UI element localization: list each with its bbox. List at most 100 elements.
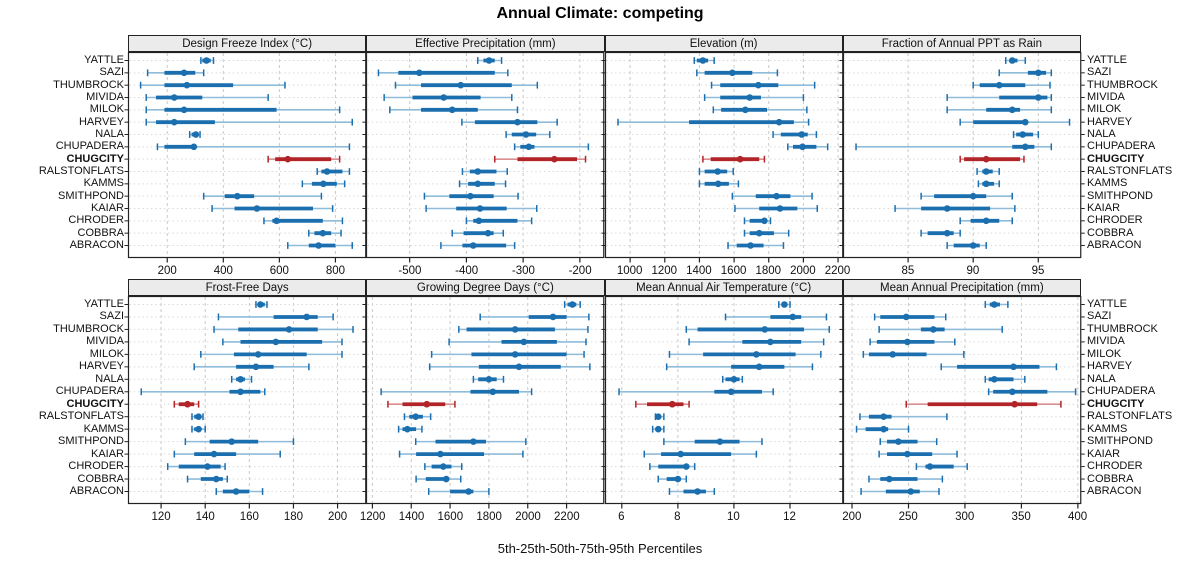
median-dot xyxy=(995,81,1003,89)
x-tick-label: 200 xyxy=(157,265,177,277)
site-label-left: CHUPADERA xyxy=(55,385,124,398)
median-dot xyxy=(982,168,990,175)
median-dot xyxy=(1008,57,1016,64)
site-label-right: THUMBROCK xyxy=(1087,78,1158,91)
median-dot xyxy=(486,57,493,64)
median-dot xyxy=(699,57,706,64)
median-dot xyxy=(716,438,723,445)
median-dot xyxy=(234,192,241,200)
median-dot xyxy=(212,475,220,483)
median-dot xyxy=(1009,363,1017,371)
median-dot xyxy=(569,301,576,308)
median-dot xyxy=(204,463,211,470)
x-tick-label: 120 xyxy=(151,511,171,523)
median-dot xyxy=(903,450,911,458)
site-label-left: HARVEY xyxy=(78,360,124,373)
site-label-right: CHUPADERA xyxy=(1087,385,1156,398)
median-dot xyxy=(549,313,557,321)
site-label-right: THUMBROCK xyxy=(1087,322,1158,335)
median-dot xyxy=(319,229,327,237)
median-dot xyxy=(776,205,783,212)
median-dot xyxy=(476,205,484,212)
x-tick-label: 2000 xyxy=(790,265,816,277)
site-label-right: CHRODER xyxy=(1087,214,1143,227)
site-label-right: KAMMS xyxy=(1087,422,1128,435)
median-dot xyxy=(416,69,423,77)
site-label-right: RALSTONFLATS xyxy=(1087,410,1173,423)
panel-Growing Degree Days (°C) xyxy=(362,295,605,509)
median-dot xyxy=(926,463,933,470)
site-label-left: SAZI xyxy=(99,66,124,79)
panel-Mean Annual Air Temperature (°C) xyxy=(601,295,843,509)
site-label-right: CHUPADERA xyxy=(1087,140,1156,153)
median-dot xyxy=(741,106,749,114)
site-label-left: CHUGCITY xyxy=(66,152,124,165)
median-dot xyxy=(515,363,523,371)
panel-strip-title: Mean Annual Precipitation (mm) xyxy=(880,281,1044,294)
axis-caption: 5th-25th-50th-75th-95th Percentiles xyxy=(497,541,703,556)
median-dot xyxy=(894,438,902,445)
panel-Effective Precipitation (mm) xyxy=(362,51,605,263)
panel-strip-title: Effective Precipitation (mm) xyxy=(415,37,556,50)
median-dot xyxy=(412,413,420,420)
median-dot xyxy=(907,488,914,495)
median-dot xyxy=(484,229,492,237)
site-label-left: MIVIDA xyxy=(86,91,124,103)
site-label-right: NALA xyxy=(1087,128,1116,140)
median-dot xyxy=(323,168,331,175)
site-label-left: NALA xyxy=(95,128,124,140)
site-label-left: COBBRA xyxy=(77,226,124,239)
x-tick-label: 1600 xyxy=(437,511,464,523)
median-dot xyxy=(772,192,780,200)
x-tick-label: 1200 xyxy=(651,265,678,277)
site-label-left: ABRACON xyxy=(69,485,124,497)
site-label-left: YATTLE xyxy=(84,54,124,66)
site-label-right: SAZI xyxy=(1087,310,1112,323)
x-tick-label: 2000 xyxy=(515,511,541,523)
x-tick-label: 250 xyxy=(898,511,918,523)
median-dot xyxy=(1034,69,1042,77)
site-label-right: ABRACON xyxy=(1087,239,1142,251)
median-dot xyxy=(465,488,473,495)
median-dot xyxy=(1008,388,1016,396)
median-dot xyxy=(969,192,977,200)
x-tick-label: 400 xyxy=(1068,511,1088,523)
site-label-right: CHUGCITY xyxy=(1087,152,1145,165)
median-dot xyxy=(522,131,530,138)
panel-Fraction of Annual PPT as Rain xyxy=(839,51,1085,263)
x-tick-label: 300 xyxy=(955,511,975,523)
median-dot xyxy=(184,400,191,408)
site-label-left: HARVEY xyxy=(78,115,124,128)
site-label-right: SMITHPOND xyxy=(1087,435,1153,448)
median-dot xyxy=(512,351,519,358)
median-dot xyxy=(982,217,990,225)
median-dot xyxy=(775,118,782,126)
median-dot xyxy=(713,168,721,175)
site-label-right: SAZI xyxy=(1087,66,1112,79)
x-tick-label: 2200 xyxy=(554,511,580,523)
median-dot xyxy=(520,338,528,346)
median-dot xyxy=(1011,400,1018,408)
panel-strip-title: Design Freeze Index (°C) xyxy=(182,37,313,50)
median-dot xyxy=(754,81,762,89)
median-dot xyxy=(183,81,191,89)
x-tick-label: 2200 xyxy=(824,265,851,277)
median-dot xyxy=(755,229,763,237)
x-tick-label: 1400 xyxy=(686,265,712,277)
median-dot xyxy=(440,463,447,470)
median-dot xyxy=(252,363,260,371)
median-dot xyxy=(682,463,690,470)
panel-strip: Mean Annual Precipitation (mm) xyxy=(842,279,1081,296)
site-label-right: MIVIDA xyxy=(1087,91,1125,103)
site-label-left: COBBRA xyxy=(77,472,124,485)
site-label-left: MIVIDA xyxy=(86,335,124,348)
panel-Design Freeze Index (°C) xyxy=(124,51,367,263)
panel-strip-title: Growing Degree Days (°C) xyxy=(416,281,554,294)
x-tick-label: 1600 xyxy=(720,265,747,277)
x-tick-label: 400 xyxy=(213,265,233,277)
x-tick-label: 10 xyxy=(727,511,740,523)
site-label-left-column: YATTLE SAZI THUMBROCK MIVIDA MILOK HARVEY NALA… xyxy=(20,296,124,504)
panel-strip-title: Elevation (m) xyxy=(689,37,758,50)
site-label-left: NALA xyxy=(95,372,124,385)
